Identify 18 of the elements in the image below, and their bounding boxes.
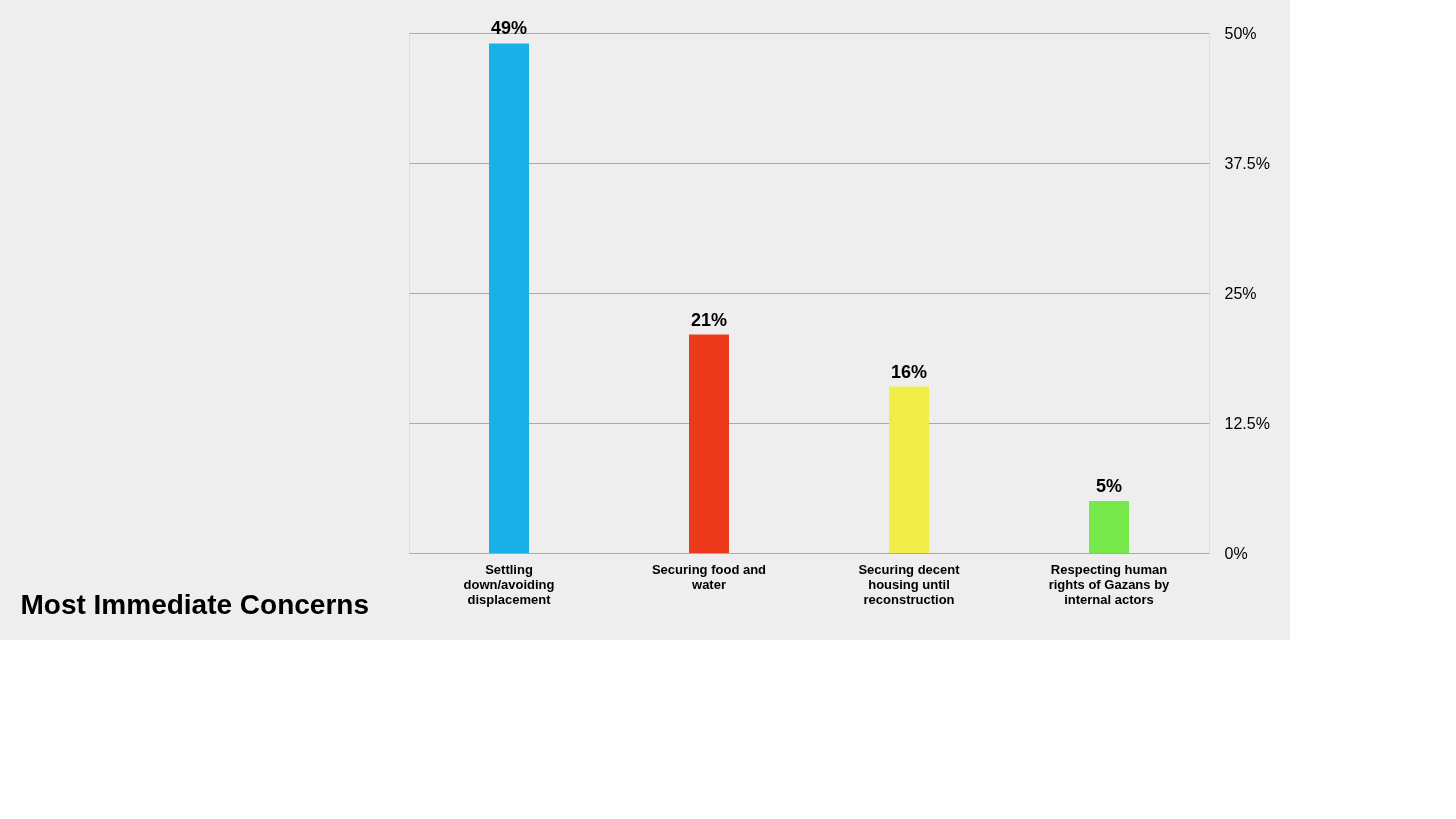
bar (889, 386, 929, 553)
text: Most Immediate Concerns (20, 589, 370, 620)
y-tick-label: 25% (1224, 284, 1257, 302)
bar (1089, 501, 1129, 553)
y-tick-label: 12.5% (1224, 414, 1270, 432)
x-tick-label: Securing decent housing until reconstruction (858, 561, 961, 607)
y-tick-label: 37.5% (1224, 154, 1270, 172)
data-label: 49% (490, 18, 528, 39)
x-tick-label: Securing food and water (651, 561, 767, 592)
y-tick-label: 50% (1224, 24, 1257, 42)
bar (689, 334, 729, 553)
bar (489, 43, 529, 553)
data-label: 5% (1095, 476, 1123, 496)
x-tick-label: Settling down/avoiding displacement (463, 561, 555, 607)
x-tick-label: Respecting human rights of Gazans by internal actors (1048, 561, 1171, 607)
data-label: 16% (890, 361, 928, 382)
y-tick-label: 0% (1224, 544, 1248, 562)
data-label: 21% (690, 309, 728, 330)
